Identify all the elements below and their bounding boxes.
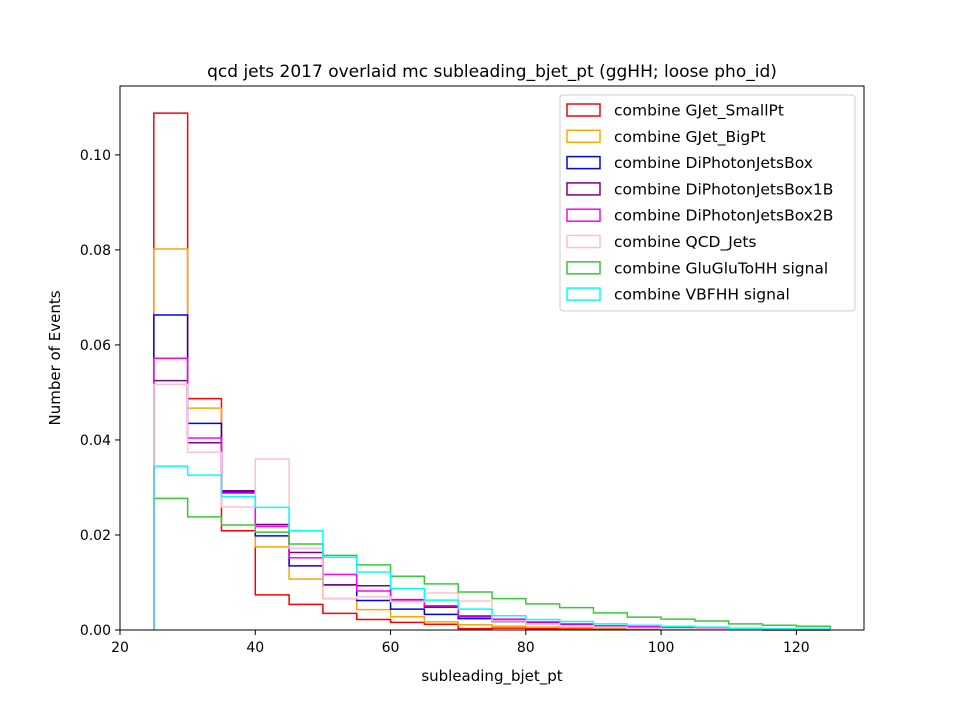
x-tick-label: 80 [517,640,535,656]
y-tick-label: 0.04 [80,433,111,449]
legend-frame [559,94,856,312]
series-combine-qcd-jets [153,383,831,631]
legend-label: combine DiPhotonJetsBox1B [614,180,833,198]
legend-label: combine QCD_Jets [614,233,757,252]
x-tick-label: 60 [382,640,400,656]
legend-label: combine DiPhotonJetsBox2B [614,207,833,225]
y-axis-label: Number of Events [46,290,64,425]
x-tick-label: 100 [648,640,675,656]
legend-swatch [566,129,601,144]
legend-swatch [566,182,601,196]
legend-label: combine GluGluToHH signal [614,259,828,277]
x-tick-label: 120 [783,640,810,656]
x-tick-label: 40 [246,640,264,656]
y-tick-label: 0.00 [80,623,111,639]
legend-swatch [566,234,601,249]
plot-area [119,85,865,631]
legend-label: combine DiPhotonJetsBox [614,154,813,172]
legend-swatch [566,261,601,275]
y-tick-label: 0.06 [80,338,111,354]
legend-swatch [566,208,601,222]
legend-label: combine GJet_BigPt [614,128,766,147]
series-combine-vbfhh-signal [153,465,831,630]
y-axis-ticks: 0.00 0.02 0.04 0.06 0.08 0.10 [80,148,120,639]
axes-frame [119,85,865,631]
legend-label: combine GJet_SmallPt [614,102,784,121]
legend-swatch [566,287,601,301]
legend-swatch [566,103,601,117]
legend-label: combine VBFHH signal [614,286,790,304]
legend-swatch [566,155,601,170]
y-tick-label: 0.02 [80,528,111,544]
series-combine-gluglutohh-signal [153,497,831,630]
x-axis-label: subleading_bjet_pt [421,667,562,686]
y-tick-label: 0.08 [80,243,111,259]
chart-title: qcd jets 2017 overlaid mc subleading_bje… [207,62,777,82]
y-tick-label: 0.10 [80,148,111,164]
x-axis-ticks: 20 40 60 80 100 120 [111,630,810,656]
x-tick-label: 20 [111,640,129,656]
